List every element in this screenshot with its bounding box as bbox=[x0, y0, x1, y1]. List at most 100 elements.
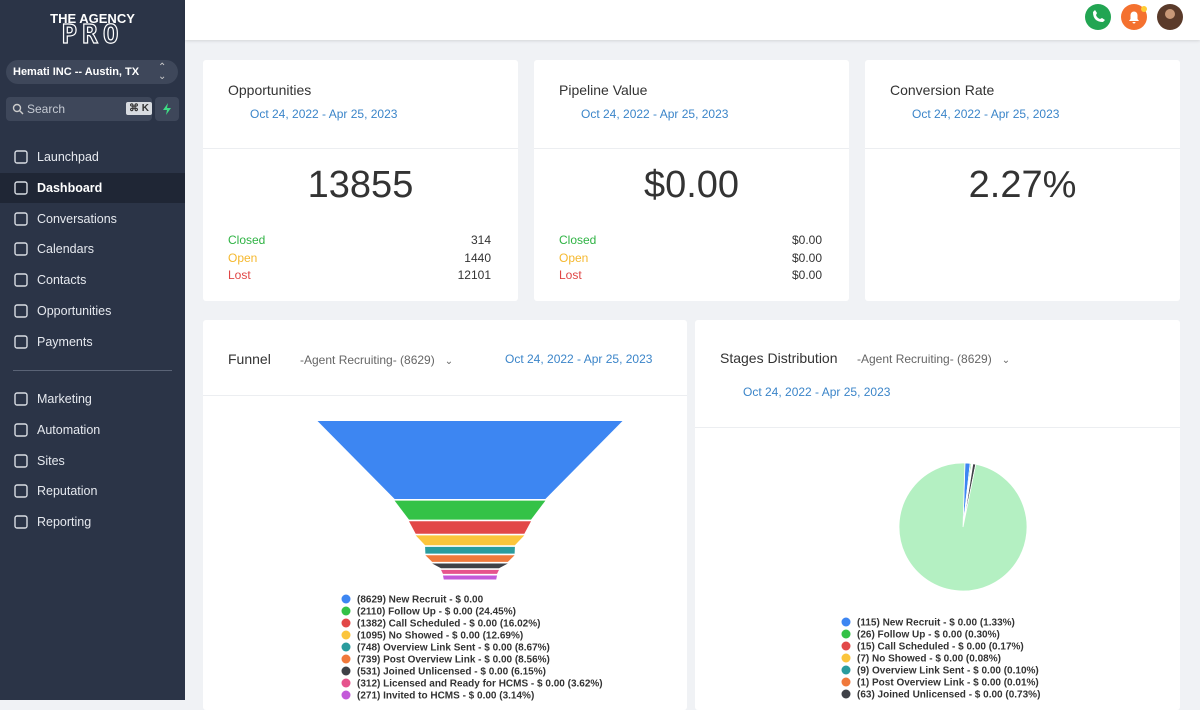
nav-item[interactable]: Automation bbox=[0, 415, 185, 445]
funnel-chart: (8629) New Recruit - $ 0.00(2110) Follow… bbox=[317, 421, 623, 702]
nav-label: Automation bbox=[37, 422, 101, 437]
legend-label: (271) Invited to HCMS - $ 0.00 (3.14%) bbox=[357, 691, 534, 702]
row-value: $0.00 bbox=[791, 250, 822, 265]
funnel-segment bbox=[442, 575, 498, 580]
nav-label: Reputation bbox=[37, 484, 98, 499]
nav-item[interactable]: Dashboard bbox=[0, 172, 185, 203]
funnel-segment bbox=[425, 546, 515, 554]
nav-icon bbox=[14, 484, 28, 499]
legend-dot bbox=[341, 642, 351, 652]
legend-label: (8629) New Recruit - $ 0.00 bbox=[357, 595, 484, 606]
chevron: ⌄ bbox=[1001, 355, 1011, 366]
top-bar bbox=[185, 0, 1200, 40]
nav-label: Launchpad bbox=[37, 150, 99, 164]
nav-item[interactable]: Launchpad bbox=[0, 142, 185, 172]
row-value: $0.00 bbox=[791, 233, 822, 247]
legend-label: (312) Licensed and Ready for HCMS - $ 0.… bbox=[357, 679, 603, 690]
kpi-card: Opportunities Oct 24, 2022 - Apr 25, 2023… bbox=[203, 60, 518, 301]
badge bbox=[1141, 6, 1147, 12]
legend-dot bbox=[841, 617, 851, 627]
pipeline-label: -Agent Recruiting- (8629) bbox=[300, 353, 435, 367]
nav-label: Payments bbox=[37, 334, 93, 349]
nav-item[interactable]: Calendars bbox=[0, 234, 185, 264]
pipeline-select[interactable]: -Agent Recruiting- (8629) ⌄ bbox=[857, 350, 1010, 368]
row-value: $0.00 bbox=[791, 268, 822, 283]
card-value: $0.00 bbox=[643, 164, 740, 206]
funnel-segment bbox=[317, 421, 623, 499]
row-label: Lost bbox=[228, 268, 251, 283]
legend-dot bbox=[341, 594, 351, 604]
legend-label: (531) Joined Unlicensed - $ 0.00 (6.15%) bbox=[357, 667, 546, 678]
nav-item[interactable]: Conversations bbox=[0, 204, 185, 234]
avatar-face bbox=[1165, 9, 1175, 19]
card-title: Pipeline Value bbox=[559, 82, 648, 98]
card-date: Oct 24, 2022 - Apr 25, 2023 bbox=[912, 107, 1060, 121]
nav-item[interactable]: Opportunities bbox=[0, 296, 185, 326]
location-label: Hemati INC -- Austin, TX bbox=[13, 66, 140, 78]
search-box[interactable]: Search ⌘ K bbox=[6, 97, 152, 121]
card-date: Oct 24, 2022 - Apr 25, 2023 bbox=[743, 385, 891, 399]
nav-icon bbox=[14, 304, 28, 318]
location-select[interactable]: Hemati INC -- Austin, TX ⌃ ⌄ bbox=[6, 60, 178, 84]
card-value: 13855 bbox=[307, 164, 414, 206]
nav-item[interactable]: Sites bbox=[0, 446, 185, 476]
nav-label: Sites bbox=[37, 453, 65, 468]
separator bbox=[13, 370, 172, 371]
nav-item[interactable]: Payments bbox=[0, 327, 185, 357]
funnel-segment bbox=[441, 569, 499, 574]
legend-dot bbox=[841, 641, 851, 651]
divider bbox=[865, 148, 1180, 149]
legend-dot bbox=[341, 690, 351, 700]
card-title: Stages Distribution bbox=[720, 350, 838, 366]
nav-item[interactable]: Contacts bbox=[0, 265, 185, 295]
search-icon bbox=[12, 103, 24, 115]
nav-label: Conversations bbox=[37, 211, 117, 226]
funnel-segment bbox=[408, 521, 532, 534]
funnel-card: Funnel -Agent Recruiting- (8629) ⌄ Oct 24, … bbox=[203, 320, 687, 710]
chevron: ⌃ ⌄ bbox=[158, 62, 167, 82]
nav-icon bbox=[14, 423, 28, 437]
nav-label: Reporting bbox=[37, 515, 92, 530]
nav-icon bbox=[14, 211, 28, 226]
kpi-card: Conversion Rate Oct 24, 2022 - Apr 25, 20… bbox=[865, 60, 1180, 301]
row-label: Open bbox=[228, 250, 258, 265]
phone-icon bbox=[1093, 10, 1105, 22]
top-actions bbox=[1085, 4, 1183, 30]
card-date: Oct 24, 2022 - Apr 25, 2023 bbox=[505, 352, 653, 366]
row-value: 314 bbox=[470, 233, 491, 247]
pipeline-select[interactable]: -Agent Recruiting- (8629) ⌄ bbox=[300, 351, 453, 369]
quick-action[interactable] bbox=[155, 97, 179, 121]
kpi-card: Pipeline Value Oct 24, 2022 - Apr 25, 202… bbox=[534, 60, 849, 301]
stages-card: Stages Distribution -Agent Recruiting- (8… bbox=[695, 320, 1180, 710]
nav-icon bbox=[14, 453, 28, 468]
legend-dot bbox=[341, 666, 351, 676]
legend-dot bbox=[841, 629, 851, 639]
divider bbox=[534, 148, 849, 149]
legend-label: (1) Post Overview Link - $ 0.00 (0.01%) bbox=[857, 678, 1039, 689]
search-placeholder: Search bbox=[27, 102, 66, 116]
pipeline-label: -Agent Recruiting- (8629) bbox=[857, 352, 992, 366]
nav-label: Calendars bbox=[37, 242, 94, 257]
pie-slice bbox=[898, 462, 1028, 592]
divider bbox=[695, 427, 1180, 428]
row-label: Closed bbox=[559, 233, 597, 247]
legend-label: (15) Call Scheduled - $ 0.00 (0.17%) bbox=[857, 642, 1024, 653]
nav-item[interactable]: Reputation bbox=[0, 476, 185, 506]
legend-dot bbox=[841, 677, 851, 687]
phone-button[interactable] bbox=[1085, 4, 1111, 30]
nav-label: Contacts bbox=[37, 273, 87, 288]
nav-item[interactable]: Reporting bbox=[0, 507, 185, 537]
nav-label: Dashboard bbox=[37, 180, 103, 195]
bolt-icon bbox=[163, 103, 171, 115]
funnel-segment bbox=[394, 500, 546, 520]
nav-icon bbox=[14, 273, 28, 287]
nav-item[interactable]: Marketing bbox=[0, 384, 185, 414]
pie-chart: (115) New Recruit - $ 0.00 (1.33%)(26) F… bbox=[841, 462, 1040, 701]
bell-icon bbox=[1129, 11, 1139, 24]
legend-label: (63) Joined Unlicensed - $ 0.00 (0.73%) bbox=[857, 690, 1040, 701]
card-title: Funnel bbox=[228, 351, 271, 367]
row-label: Closed bbox=[228, 233, 266, 247]
sidebar: THE AGENCY PRO Hemati INC -- Austin, TX ⌃ ⌄ S… bbox=[0, 0, 185, 700]
legend-label: (115) New Recruit - $ 0.00 (1.33%) bbox=[857, 618, 1015, 629]
nav-icon bbox=[14, 242, 28, 257]
